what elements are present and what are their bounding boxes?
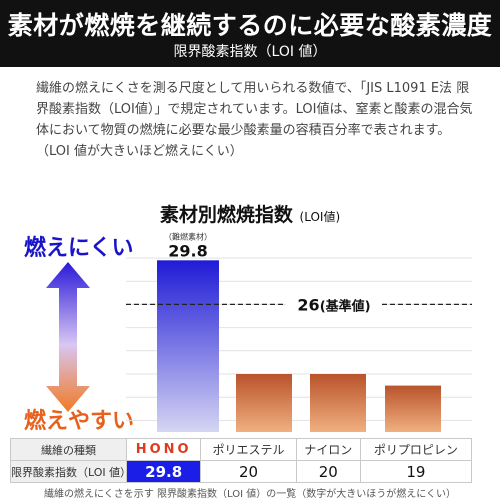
type-nylon: ナイロン	[295, 438, 361, 461]
type-hono: HONO	[125, 438, 202, 461]
reference-line: 26(基準値)	[126, 294, 472, 315]
reference-label-bg	[286, 294, 382, 315]
table-row-type: 繊維の種類 HONO ポリエステル ナイロン ポリプロピレン	[10, 438, 473, 461]
easy-to-burn-label: 燃えやすい	[24, 409, 135, 434]
reference-value: 26	[297, 295, 319, 314]
vertical-scale-arrow	[46, 262, 90, 412]
bar-0	[157, 260, 219, 432]
page-subtitle: 限界酸素指数（LOI 値）	[173, 44, 327, 60]
page-title: 素材が燃焼を継続するのに必要な酸素濃度	[7, 11, 493, 40]
loi-polyester: 20	[200, 460, 297, 483]
loi-header: 限界酸素指数（LOI 値）	[10, 460, 131, 483]
type-polyester: ポリエステル	[200, 438, 297, 461]
table-row-loi: 限界酸素指数（LOI 値） 29.8 20 20 19	[10, 460, 473, 483]
header-banner: 素材が燃焼を継続するのに必要な酸素濃度 限界酸素指数（LOI 値）	[0, 0, 500, 67]
bar-2	[310, 374, 366, 432]
bar-1	[236, 374, 292, 432]
description-text: 繊維の燃えにくさを測る尺度として用いられる数値で、「JIS L1091 E法 限…	[36, 81, 473, 159]
loi-nylon: 20	[295, 460, 361, 483]
loi-table: 繊維の種類 HONO ポリエステル ナイロン ポリプロピレン 限界酸素指数（LO…	[10, 438, 473, 483]
chart-title-unit: (LOI値)	[299, 210, 341, 224]
bar-value-label-0: 29.8	[168, 241, 207, 260]
reference-suffix: (基準値)	[320, 298, 371, 314]
chart-title-text: 素材別燃焼指数	[159, 204, 293, 226]
bars	[157, 260, 441, 432]
chart-title: 素材別燃焼指数 (LOI値)	[0, 200, 500, 227]
bar-3	[385, 385, 441, 432]
table-caption: 繊維の燃えにくさを示す 限界酸素指数（LOI 値）の一覧（数字が大きいほうが燃え…	[44, 489, 456, 500]
loi-polypropylene: 19	[359, 460, 473, 483]
loi-chart: 26(基準値) （難燃素材）29.8	[46, 231, 472, 432]
type-header: 繊維の種類	[10, 438, 127, 461]
type-polypropylene: ポリプロピレン	[359, 438, 473, 461]
data-labels: （難燃素材）29.8	[164, 231, 212, 260]
reference-label: 26(基準値)	[297, 295, 370, 314]
flame-retardant-annotation: （難燃素材）	[164, 231, 212, 241]
hard-to-burn-label: 燃えにくい	[24, 236, 134, 261]
loi-hono: 29.8	[125, 460, 202, 483]
